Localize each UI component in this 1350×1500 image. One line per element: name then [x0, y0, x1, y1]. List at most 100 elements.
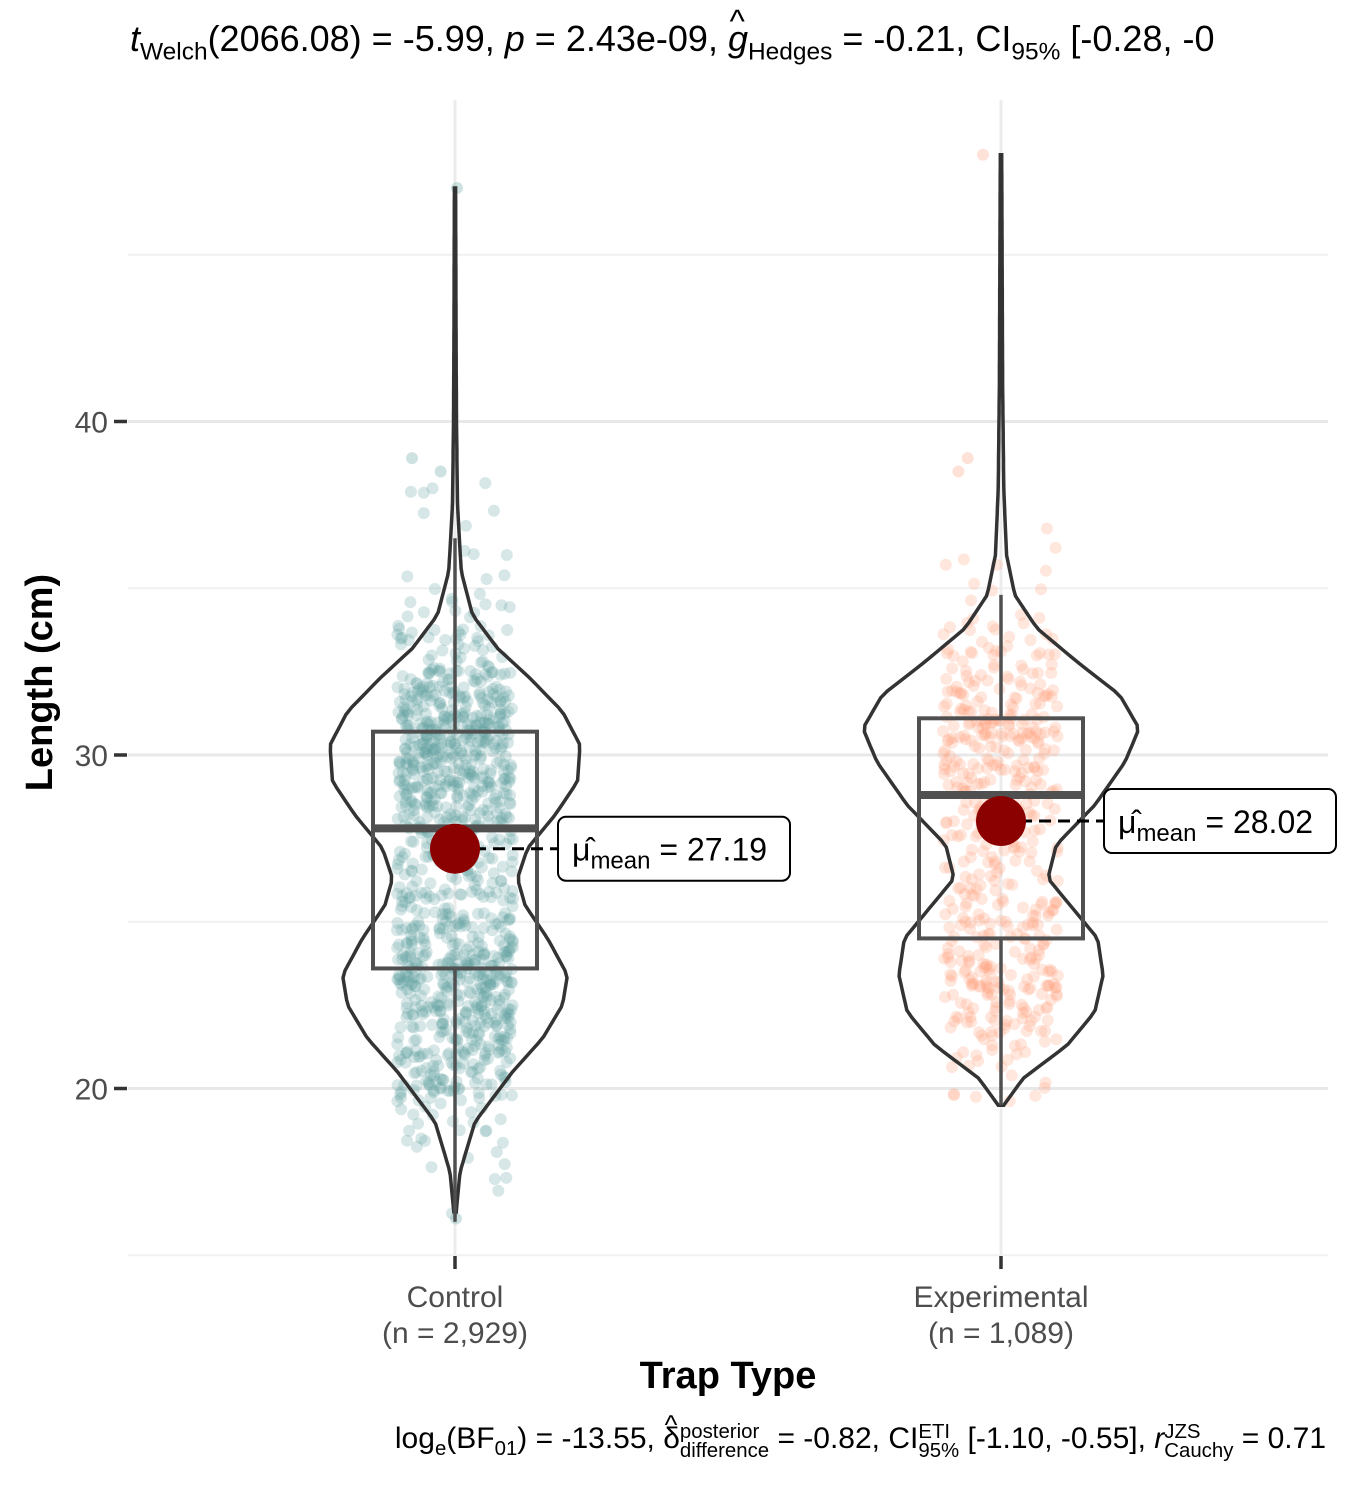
data-point [493, 994, 506, 1007]
data-point [477, 922, 490, 935]
data-point [406, 686, 419, 699]
data-point [466, 948, 479, 961]
data-point [465, 758, 478, 771]
data-point [391, 681, 404, 694]
data-point [988, 858, 1001, 871]
data-point [428, 792, 441, 805]
data-point [391, 1095, 404, 1108]
data-point [1031, 864, 1043, 877]
data-point [495, 599, 508, 612]
data-point [454, 989, 466, 1002]
data-point [998, 844, 1011, 857]
data-point [440, 981, 453, 994]
data-point [986, 851, 999, 863]
data-point [399, 742, 412, 755]
data-point [435, 991, 448, 1004]
data-point [450, 988, 463, 1001]
data-point [475, 940, 488, 953]
data-point [483, 701, 495, 714]
data-point [431, 998, 444, 1011]
data-point [476, 785, 489, 798]
data-point [487, 950, 500, 962]
data-point [1012, 733, 1025, 746]
data-point [944, 765, 957, 778]
data-point [489, 742, 502, 755]
data-point [416, 681, 429, 694]
data-point [494, 707, 507, 720]
data-point [398, 682, 411, 695]
data-point [406, 935, 419, 948]
data-point [456, 708, 469, 721]
data-point [404, 738, 417, 751]
data-point [480, 1078, 493, 1091]
data-point [429, 906, 442, 919]
data-point [485, 1078, 498, 1091]
data-point [953, 945, 966, 958]
data-point [990, 741, 1003, 754]
data-point [395, 923, 408, 936]
data-point [503, 930, 516, 943]
data-point [402, 634, 415, 646]
data-point [952, 882, 965, 895]
data-point [486, 682, 499, 695]
data-point [411, 947, 424, 959]
data-point [469, 675, 482, 688]
data-point [971, 777, 984, 790]
data-point [444, 1084, 457, 1097]
data-point [1017, 663, 1030, 676]
data-point [461, 1000, 474, 1013]
data-point [462, 1042, 475, 1055]
data-point [394, 970, 407, 983]
data-point [998, 744, 1011, 757]
data-point [1021, 973, 1034, 986]
data-point [482, 781, 495, 794]
data-point [391, 628, 404, 641]
data-point [441, 712, 454, 725]
data-point [500, 1056, 513, 1069]
data-point [973, 1026, 985, 1039]
data-point [441, 1084, 454, 1097]
data-point [1038, 747, 1051, 760]
data-point [480, 1124, 493, 1137]
data-point [982, 856, 995, 869]
data-point [399, 779, 412, 792]
data-point [947, 1089, 960, 1102]
data-point [480, 990, 493, 1003]
data-point [423, 800, 436, 813]
data-point [474, 987, 487, 1000]
data-point [483, 885, 495, 898]
data-point [470, 883, 483, 896]
data-point [957, 553, 970, 566]
data-point [393, 790, 406, 803]
data-point [413, 739, 426, 752]
data-point [1003, 995, 1016, 1008]
data-point [1024, 634, 1037, 646]
data-point [402, 709, 415, 721]
data-point [445, 910, 458, 923]
data-point [466, 921, 479, 934]
data-point [433, 699, 446, 712]
data-point [504, 891, 517, 904]
data-point [404, 596, 417, 609]
data-point [440, 1023, 453, 1036]
data-point [495, 1068, 507, 1081]
data-point [941, 647, 954, 660]
data-point [468, 771, 481, 784]
data-point [481, 717, 494, 730]
data-point [499, 750, 512, 763]
data-point [410, 1044, 423, 1057]
data-point [401, 983, 414, 996]
data-point [967, 977, 980, 990]
data-point [978, 938, 991, 951]
data-point [957, 703, 970, 716]
data-point [396, 631, 409, 644]
data-point [1032, 735, 1044, 748]
data-point [425, 787, 438, 800]
data-point [417, 733, 430, 746]
data-point [411, 780, 424, 792]
data-point [1045, 690, 1058, 703]
data-point [1025, 846, 1038, 859]
data-point [433, 1031, 446, 1043]
data-point [406, 977, 419, 989]
data-point [422, 1000, 434, 1013]
